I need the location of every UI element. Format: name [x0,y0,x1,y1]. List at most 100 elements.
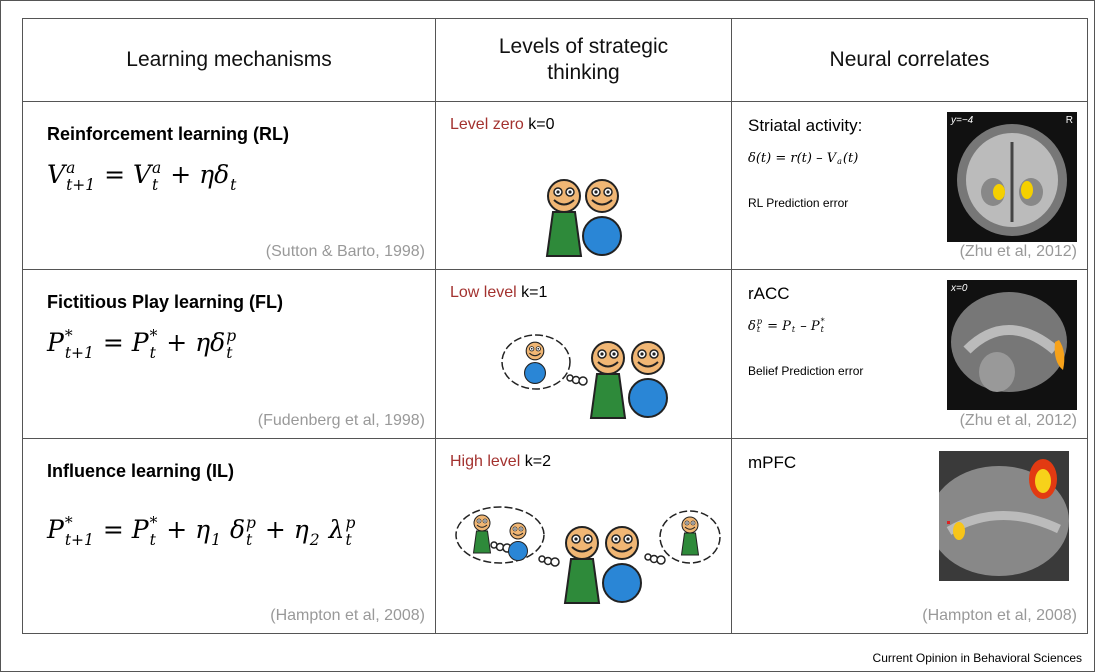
players [536,174,636,264]
citation: (Hampton et al, 2008) [922,607,1077,624]
eq-text: – P [796,318,820,334]
footer: Current Opinion in Behavioral Sciences [872,651,1082,665]
eq-script: * t [150,515,158,548]
region: rACC [748,284,790,303]
cell: rACC δ p t = P t – P * t Belief Prediction err… [732,270,1088,439]
eq-sup: p [246,514,256,533]
brain-image: y=−4 R [947,112,1077,242]
brain-image [939,451,1069,581]
eq-sup: * [820,317,825,326]
eq-script: a [837,150,842,167]
eq-sub: t+1 [64,530,94,549]
eq-sub: a [837,157,842,167]
level-name: Level zero [450,116,524,133]
eq-sub: t [246,530,253,549]
eq-sub: 1 [211,530,222,549]
eq-text: λ [320,515,345,544]
eq-sup [310,515,320,531]
eq-sup: p [226,327,237,346]
players [501,334,680,422]
eq-sub: t+1 [66,175,96,194]
eq-text: δ(t) = r(t) – V [748,150,837,166]
cell: Influence learning (IL) P * t+1 = P * t + η 1… [22,439,436,634]
brain-image: x=0 [947,280,1077,410]
error-label: RL Prediction error [748,196,849,210]
citation: (Sutton & Barto, 1998) [265,243,425,260]
eq-sub: t+1 [64,343,94,362]
eq-sub: t [345,530,352,549]
eq-sub: t [152,175,159,194]
eq-sup: * [149,514,158,533]
image-label: y=−4 [950,115,974,126]
image-label: R [1066,115,1073,126]
cell: Fictitious Play learning (FL) P * t+1 = P * t… [22,270,436,439]
eq-text: = P [762,318,791,334]
level: Low level k=1 [450,284,547,302]
eq-sub: t [756,325,761,335]
cell: mPFC (Hampton et al, 2008) [732,439,1088,634]
eq-text: + η [256,515,309,544]
citation: (Zhu et al, 2012) [959,243,1077,260]
column-header: Neural correlates [732,18,1088,102]
citation: (Fudenberg et al, 1998) [257,412,425,429]
eq-sup: p [756,317,762,326]
mechanism: Influence learning (IL) [47,461,235,481]
eq-sup [211,515,221,531]
eq-script: * t [150,328,158,361]
eq-text: + η [158,515,211,544]
eq-text: δ [748,318,756,334]
eq-sup [230,160,236,176]
level: Level zero k=0 [450,116,555,134]
players [455,506,721,607]
eq-sub: t [791,325,796,335]
eq-sub: t [820,325,824,335]
eq-sup: a [152,159,162,178]
eq-sub: t [149,530,156,549]
level-name: High level [450,453,521,470]
eq-text: = P [94,515,149,544]
eq-script: 2 [310,515,320,548]
cell: Low level k=1 [436,270,732,439]
error-label: Belief Prediction error [748,364,864,378]
mechanism: Fictitious Play learning (FL) [47,292,284,312]
eq-text: V [47,160,66,189]
mechanism: Reinforcement learning (RL) [47,124,290,144]
region: mPFC [748,453,797,472]
level-k: k=2 [524,453,551,470]
eq-sup: * [64,514,73,533]
eq-script: t [230,160,236,193]
eq-script: * t+1 [65,328,94,361]
level-k: k=1 [521,284,548,301]
equation: δ(t) = r(t) – V a (t) [748,150,858,167]
citation: (Zhu et al, 2012) [959,412,1077,429]
eq-sub: t [149,343,156,362]
equation: P * t+1 = P * t + ηδ p t [47,328,237,361]
cell: Striatal activity: δ(t) = r(t) – V a (t) RL… [732,102,1088,270]
image-label: x=0 [950,283,968,294]
eq-sub: t [230,175,237,194]
level-k: k=0 [528,116,555,133]
eq-sup: * [149,327,158,346]
eq-text: + ηδ [158,328,226,357]
eq-script: * t [820,317,825,335]
eq-text: P [47,515,64,544]
level-name: Low level [450,284,517,301]
region: Striatal activity: [748,116,863,135]
eq-sup: p [345,514,356,533]
eq-text: + ηδ [162,160,230,189]
eq-text: P [47,328,64,357]
eq-sup: * [64,327,73,346]
eq-script: t [792,318,795,335]
eq-script: 1 [211,515,221,548]
level: High level k=2 [450,453,551,471]
citation: (Hampton et al, 2008) [270,607,425,624]
